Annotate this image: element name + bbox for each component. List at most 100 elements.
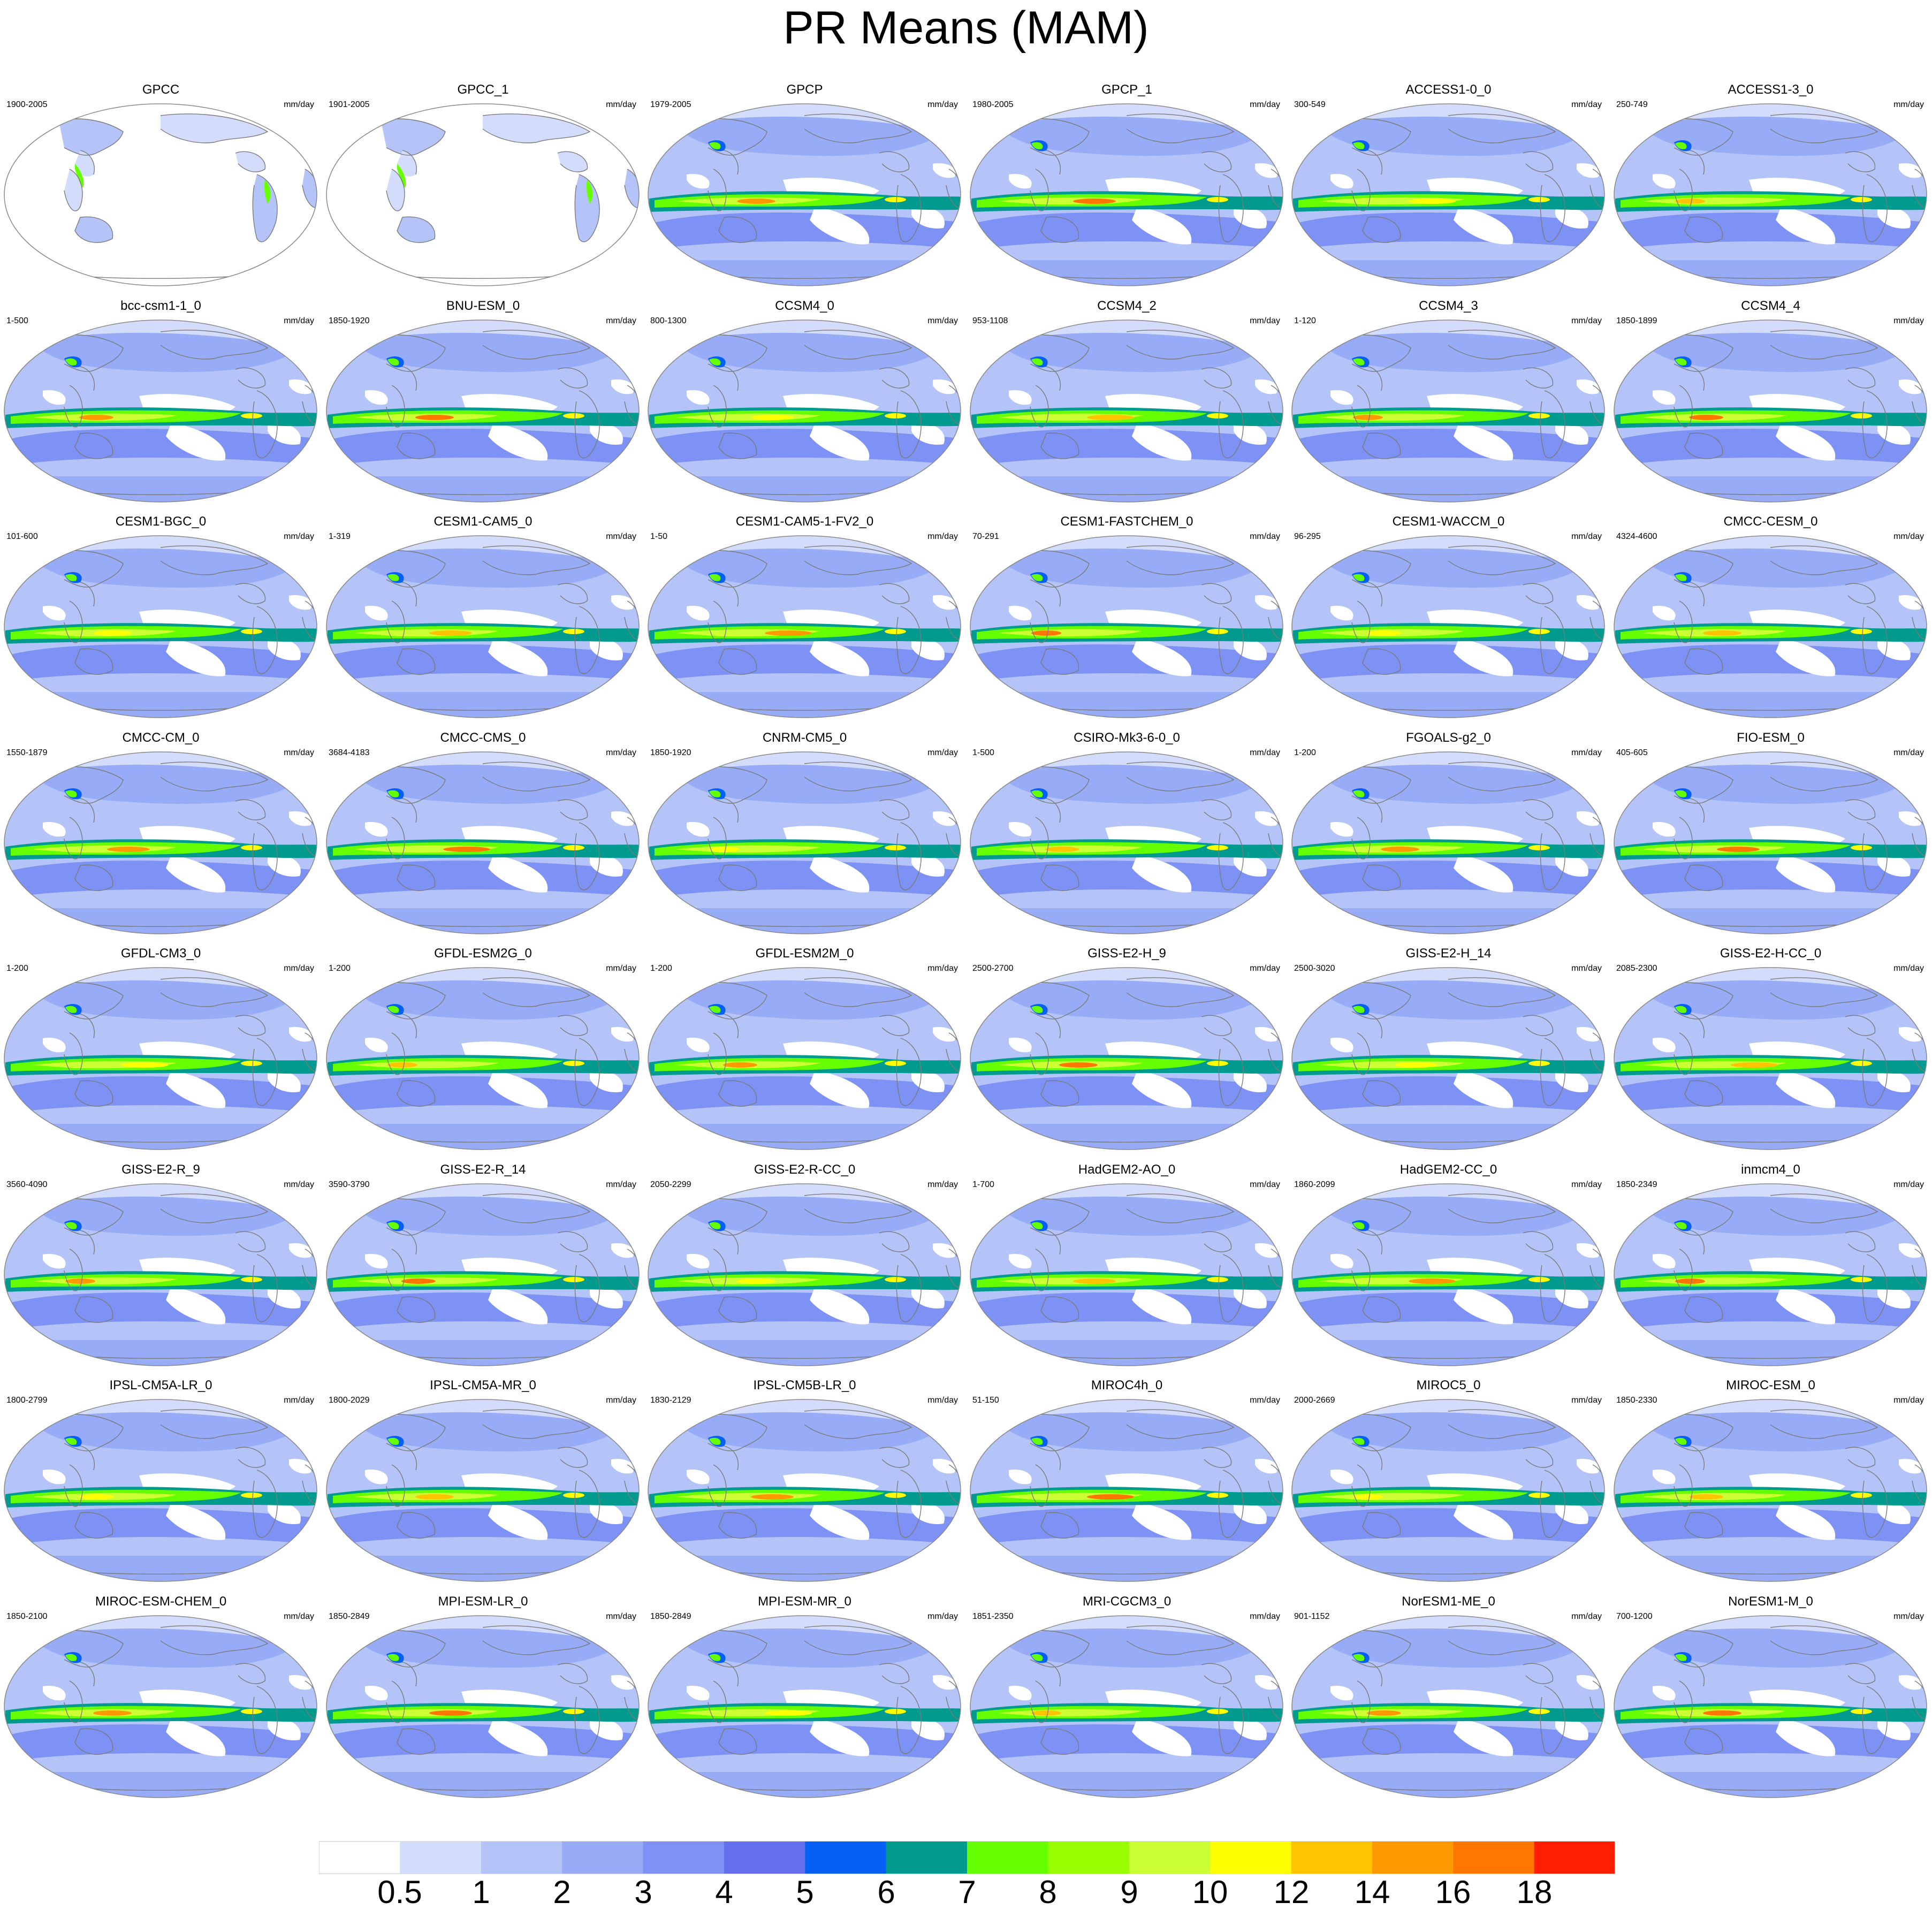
coastline: [397, 648, 436, 675]
rain-maximum: [1689, 1494, 1723, 1500]
rain-maximum: [241, 845, 262, 850]
map-frame: [648, 1615, 961, 1798]
dry-zone: [1454, 1287, 1513, 1325]
coastline: [1690, 1662, 1705, 1687]
coastline: [1587, 779, 1604, 799]
colorbar-swatch: [562, 1841, 643, 1874]
storm-track: [998, 332, 1266, 372]
coastline: [1909, 1211, 1927, 1231]
coastline: [74, 864, 113, 891]
panel-title: IPSL-CM5A-MR_0: [430, 1378, 536, 1392]
coastline: [1268, 1032, 1283, 1072]
rain-maximum: [241, 413, 262, 418]
coastline: [946, 385, 961, 425]
coastline: [235, 799, 266, 820]
map-frame: [4, 1399, 317, 1582]
southern-band: [970, 1772, 1283, 1798]
coastline: [1523, 1663, 1554, 1684]
global-precip-map: [4, 751, 317, 934]
coastline: [1845, 367, 1876, 389]
coastline: [1448, 1193, 1556, 1223]
rain-maximum: [1528, 845, 1550, 850]
panel-year-range: 1851-2350: [972, 1612, 1014, 1621]
rain-maximum: [1381, 847, 1419, 852]
coastline: [482, 330, 591, 360]
coastline: [402, 1445, 417, 1471]
global-precip-map: [648, 751, 961, 934]
panel-units: mm/day: [1250, 964, 1280, 973]
panel-year-range: 3684-4183: [329, 748, 370, 757]
map-frame: [326, 535, 640, 718]
rain-maximum: [1851, 845, 1872, 850]
rain-maximum: [387, 1062, 417, 1068]
coastline: [4, 768, 33, 789]
rain-maximum: [415, 415, 454, 420]
rain-maximum: [1731, 1062, 1778, 1068]
rain-maximum: [415, 1494, 454, 1500]
coastline: [718, 1296, 757, 1323]
coastline: [302, 1249, 317, 1289]
panel-year-range: 1850-2100: [6, 1612, 48, 1621]
southern-storm-track: [1298, 1292, 1604, 1329]
dry-zone: [611, 1243, 634, 1258]
southern-band: [326, 476, 639, 502]
coastline: [74, 1728, 113, 1755]
dry-zone: [611, 1027, 634, 1042]
land-precip: [300, 131, 317, 151]
panel-title: CESM1-FASTCHEM_0: [1060, 514, 1193, 529]
global-precip-map: [1614, 535, 1927, 718]
coastline: [1523, 799, 1554, 820]
coastline: [1684, 1080, 1723, 1107]
coastline: [1218, 1470, 1244, 1538]
rain-maximum: [1528, 413, 1550, 418]
panel-units: mm/day: [1893, 100, 1924, 109]
storm-track: [1642, 764, 1910, 804]
coastline: [702, 1414, 767, 1451]
rain-maximum: [1409, 199, 1456, 204]
dry-zone: [365, 822, 388, 837]
coastline: [1201, 1015, 1232, 1036]
rain-maximum: [75, 164, 84, 188]
panel-units: mm/day: [1571, 316, 1602, 325]
panel-title: HadGEM2-AO_0: [1078, 1162, 1176, 1177]
panel-year-range: 70-291: [972, 532, 999, 541]
coastline: [402, 582, 417, 607]
map-frame: [326, 1615, 640, 1798]
coastline: [1030, 1032, 1049, 1075]
global-precip-map: [4, 103, 317, 286]
southern-storm-track: [1298, 1724, 1604, 1761]
panel-year-range: 405-605: [1616, 748, 1648, 757]
coastline: [1126, 977, 1235, 1007]
coastline: [74, 1080, 113, 1107]
global-precip-map: [970, 535, 1283, 718]
rain-maximum: [93, 630, 132, 636]
global-precip-map: [326, 1399, 640, 1582]
global-precip-map: [326, 751, 640, 934]
dry-zone: [1009, 606, 1032, 621]
dry-zone: [1330, 1470, 1353, 1485]
map-frame: [970, 1615, 1283, 1798]
storm-track: [1320, 116, 1587, 156]
storm-track: [998, 548, 1266, 588]
coastline: [896, 1254, 922, 1322]
coastline: [1268, 1464, 1283, 1504]
coastline: [4, 1632, 33, 1653]
coastline: [879, 151, 910, 172]
dry-zone: [1009, 174, 1032, 189]
map-frame: [326, 1183, 640, 1366]
panel-year-range: 2500-2700: [972, 964, 1014, 973]
land-precip: [483, 113, 590, 143]
panel-year-range: 1-500: [6, 316, 28, 325]
coastline: [1218, 1038, 1244, 1106]
dry-zone: [1330, 174, 1353, 189]
coastline: [648, 336, 676, 357]
kuroshio-rain-core: [65, 790, 77, 797]
rain-maximum: [1353, 1494, 1383, 1500]
global-precip-map: [648, 1183, 961, 1366]
coastline: [718, 432, 757, 459]
rain-maximum: [264, 180, 271, 204]
coastline: [1218, 390, 1244, 459]
coastline: [1030, 385, 1049, 428]
coastline: [708, 169, 727, 211]
coastline: [702, 334, 767, 372]
